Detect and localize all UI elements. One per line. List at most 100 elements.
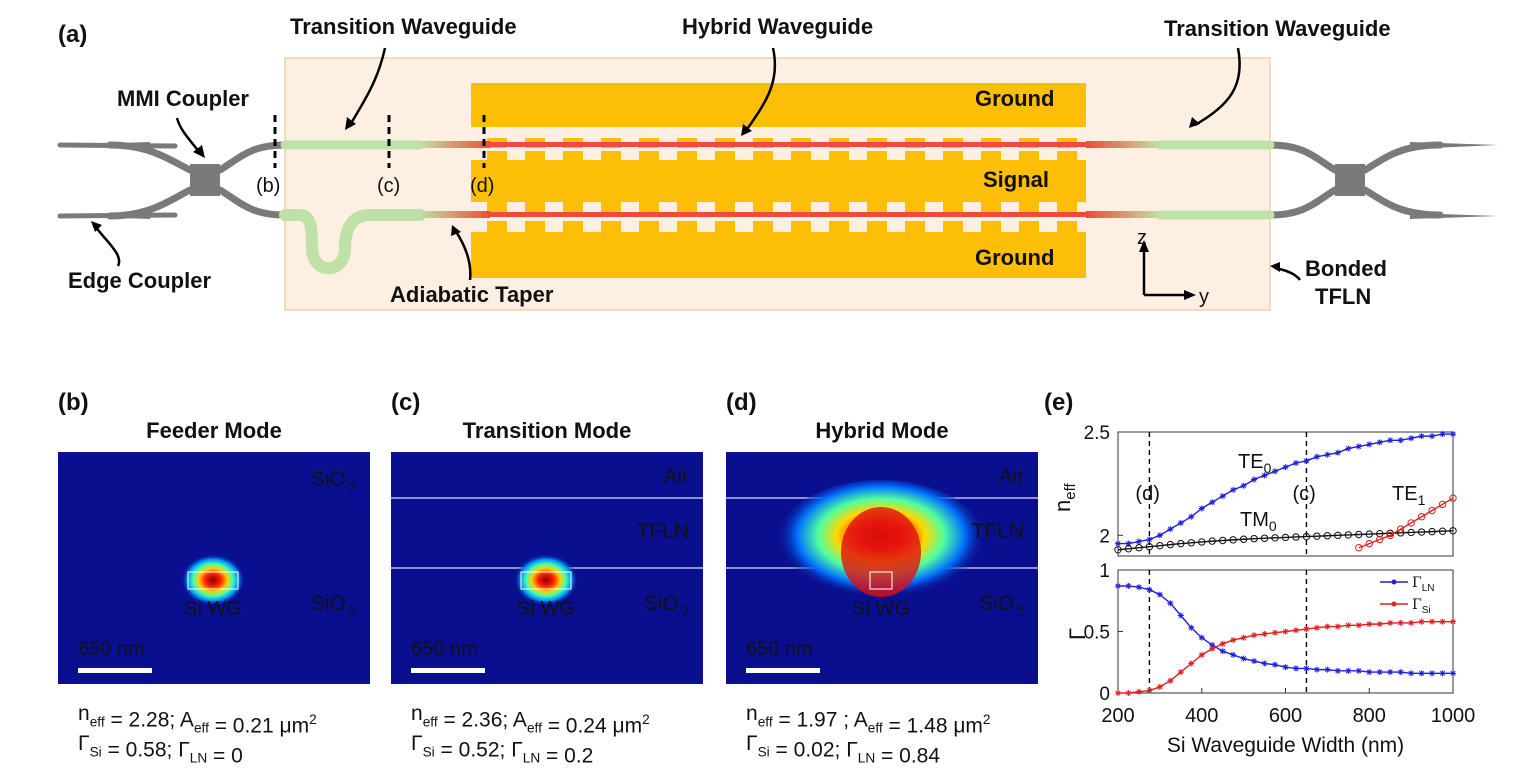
series-annotation: TE1 bbox=[1392, 483, 1426, 508]
data-point bbox=[1355, 443, 1362, 450]
data-point bbox=[1345, 445, 1352, 452]
legend-label: ΓLN bbox=[1412, 575, 1435, 594]
data-point bbox=[1387, 669, 1394, 676]
electrode-tooth bbox=[867, 151, 887, 160]
data-point bbox=[1366, 669, 1373, 676]
adiabatic-taper-label: Adiabatic Taper bbox=[390, 282, 554, 307]
signal-label: Signal bbox=[983, 167, 1049, 192]
cut-label-c: (c) bbox=[377, 175, 400, 197]
data-point bbox=[1376, 669, 1383, 676]
electrode-tooth bbox=[563, 221, 583, 232]
data-point bbox=[1428, 506, 1436, 515]
data-point bbox=[1365, 530, 1373, 538]
legend-marker bbox=[1391, 601, 1397, 607]
data-point bbox=[1239, 535, 1248, 543]
cut-label-d: (d) bbox=[470, 175, 494, 197]
electrode-tooth bbox=[1057, 221, 1077, 232]
data-point bbox=[1292, 627, 1299, 634]
edge-coupler-label: Edge Coupler bbox=[68, 268, 211, 293]
data-point bbox=[1408, 670, 1415, 677]
data-point bbox=[1198, 505, 1205, 512]
data-point bbox=[1407, 519, 1415, 527]
data-point bbox=[1198, 651, 1205, 658]
data-point bbox=[1261, 472, 1268, 479]
y-tick-label: 2 bbox=[1099, 526, 1110, 547]
si-wg-label: Si WG bbox=[184, 598, 242, 620]
data-point bbox=[1260, 534, 1269, 542]
x-tick-label: 600 bbox=[1269, 705, 1302, 727]
electrode-tooth bbox=[715, 221, 735, 232]
electrode-tooth bbox=[601, 221, 621, 232]
transition-waveguide-right-label: Transition Waveguide bbox=[1164, 16, 1391, 41]
data-point bbox=[1345, 622, 1352, 629]
data-point bbox=[1135, 584, 1142, 591]
data-point bbox=[1188, 660, 1195, 667]
electrode-tooth bbox=[981, 221, 1001, 232]
data-point bbox=[1324, 666, 1331, 673]
electrode-tooth bbox=[943, 221, 963, 232]
data-point bbox=[1334, 531, 1342, 540]
electrode-tooth bbox=[639, 151, 659, 160]
electrode-tooth bbox=[601, 202, 621, 212]
data-point bbox=[1272, 629, 1279, 636]
electrode-tooth bbox=[829, 221, 849, 232]
electrode-tooth bbox=[753, 221, 773, 232]
data-point bbox=[1282, 464, 1289, 471]
electrode-tooth bbox=[791, 202, 811, 212]
data-point bbox=[1135, 688, 1142, 695]
data-point bbox=[1303, 457, 1310, 464]
mode-field-core bbox=[841, 507, 921, 597]
data-point bbox=[1124, 545, 1133, 553]
data-point bbox=[1344, 531, 1353, 539]
data-point bbox=[1313, 624, 1320, 631]
data-point bbox=[1438, 527, 1447, 535]
electrode-tooth bbox=[905, 151, 925, 160]
data-point bbox=[1272, 468, 1279, 475]
data-point bbox=[1240, 482, 1247, 489]
callout-arrowheads bbox=[91, 117, 1280, 272]
data-point bbox=[1187, 539, 1195, 547]
si-waveguide-outline bbox=[520, 571, 572, 590]
data-point bbox=[1219, 493, 1226, 500]
scale-bar bbox=[411, 668, 485, 673]
y-tick-label: 1 bbox=[1099, 561, 1110, 582]
data-point bbox=[1439, 670, 1446, 677]
data-point bbox=[1271, 534, 1279, 542]
data-point bbox=[1156, 532, 1163, 539]
cut-lines bbox=[273, 115, 486, 168]
mode-panel-2: (d) Hybrid Mode Si WG Air TFLN SiO 2 650 nm neff… bbox=[726, 389, 1038, 768]
mmi-coupler-left bbox=[190, 164, 220, 196]
mode-field-profile bbox=[181, 554, 245, 606]
data-point bbox=[1230, 486, 1237, 493]
data-point bbox=[1167, 677, 1174, 684]
data-point bbox=[1115, 540, 1121, 547]
data-point bbox=[1156, 541, 1164, 550]
layer-label-sio2-sub: 2 bbox=[1016, 603, 1024, 619]
mode-panel-letter: (d) bbox=[726, 389, 757, 416]
data-point bbox=[1334, 449, 1341, 456]
data-point bbox=[1439, 431, 1446, 438]
mode-panel-letter: (c) bbox=[391, 389, 420, 416]
data-point bbox=[1209, 499, 1216, 506]
data-point bbox=[1115, 690, 1121, 696]
data-point bbox=[1114, 546, 1122, 554]
marker-line-label: (d) bbox=[1135, 483, 1159, 505]
data-point bbox=[1282, 628, 1289, 635]
electrode-tooth bbox=[677, 221, 697, 232]
data-point bbox=[1135, 544, 1143, 552]
data-point bbox=[1219, 640, 1226, 647]
axis-z-label: z bbox=[1137, 227, 1147, 249]
mode-field-profile bbox=[514, 554, 578, 606]
mode-panel-1: (c) Transition Mode Si WG Air TFLN SiO 2 650 nm… bbox=[391, 389, 703, 768]
layer-label-sio2-sub: 2 bbox=[681, 603, 689, 619]
data-point bbox=[1115, 582, 1121, 589]
electrode-tooth bbox=[943, 202, 963, 212]
y-axis-label: neff bbox=[1050, 483, 1079, 512]
bonded-label: Bonded bbox=[1305, 256, 1387, 281]
data-point bbox=[1355, 530, 1363, 539]
data-point bbox=[1303, 665, 1310, 672]
data-point bbox=[1324, 451, 1331, 458]
data-point bbox=[1209, 642, 1216, 649]
data-point bbox=[1397, 437, 1404, 444]
